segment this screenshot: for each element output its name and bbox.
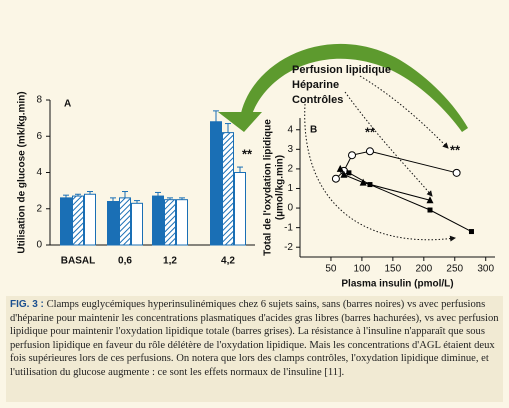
panel-label: A <box>64 99 71 110</box>
figure: Perfusion lipidique Héparine Contrôles A… <box>17 43 495 290</box>
y-tick-label: -2 <box>284 242 293 253</box>
bar <box>131 202 143 246</box>
marker <box>427 207 433 213</box>
x-axis-label: Plasma insulin (pmol/L) <box>341 279 453 290</box>
bar <box>176 199 188 246</box>
marker <box>340 170 348 178</box>
y-axis-label: (µmol/kg.min) <box>275 155 286 220</box>
x-tick-label: 250 <box>446 264 463 275</box>
y-axis-label: Utilisation de glucose (mk/kg.min) <box>17 91 28 253</box>
bar <box>84 193 96 246</box>
marker <box>367 182 373 188</box>
x-tick-label: 4,2 <box>221 256 235 267</box>
legend-pointer <box>344 91 433 197</box>
x-tick-label: 200 <box>415 264 432 275</box>
legend-pointer <box>359 75 449 149</box>
bar <box>119 197 131 246</box>
y-tick-label: -1 <box>284 222 293 233</box>
bar <box>222 132 234 246</box>
y-axis-label: Total de l'oxydation lipidique <box>263 119 274 256</box>
bar <box>164 199 176 246</box>
marker <box>336 164 344 172</box>
panel-label: B <box>310 125 317 136</box>
x-tick-label: BASAL <box>61 256 95 267</box>
legend-label: Héparine <box>292 79 339 91</box>
marker <box>452 168 461 177</box>
annotation: ** <box>365 124 376 139</box>
annotation: ** <box>242 146 253 161</box>
marker <box>359 178 367 186</box>
caption-text: Clamps euglycémiques hyperinsulinémiques… <box>10 299 499 378</box>
y-tick-label: 2 <box>36 203 42 214</box>
y-tick-label: 4 <box>36 167 42 178</box>
y-tick-label: 1 <box>287 183 293 194</box>
caption: FIG. 3 : Clamps euglycémiques hyperinsul… <box>6 296 503 402</box>
legend-pointer <box>304 103 456 242</box>
y-tick-label: 0 <box>36 240 42 251</box>
y-tick-label: 8 <box>36 95 42 106</box>
legend-label: Perfusion lipidique <box>292 64 391 76</box>
y-tick-label: 2 <box>287 164 293 175</box>
series-line <box>339 168 431 201</box>
marker <box>346 170 352 176</box>
bar <box>152 195 164 246</box>
x-tick-label: 1,2 <box>163 256 177 267</box>
y-tick-label: 3 <box>287 144 293 155</box>
marker <box>331 174 340 183</box>
marker <box>365 147 374 156</box>
y-tick-label: 6 <box>36 131 42 142</box>
annotation: ** <box>450 142 461 157</box>
x-tick-label: 0,6 <box>118 256 132 267</box>
y-tick-label: 4 <box>287 124 293 135</box>
bar <box>60 197 72 246</box>
x-tick-label: 50 <box>325 264 337 275</box>
bar <box>210 121 222 246</box>
x-tick-label: 300 <box>477 264 494 275</box>
series-line <box>348 172 472 232</box>
arrow <box>218 43 468 132</box>
bar <box>72 195 84 246</box>
x-tick-label: 100 <box>354 264 371 275</box>
bar <box>107 201 119 246</box>
x-tick-label: 150 <box>385 264 402 275</box>
marker <box>348 151 356 160</box>
marker <box>468 229 474 235</box>
legend-label: Contrôles <box>292 94 343 106</box>
y-tick-label: 0 <box>287 203 293 214</box>
bar <box>234 172 246 246</box>
marker <box>426 196 434 204</box>
caption-label: FIG. 3 : <box>10 299 44 310</box>
